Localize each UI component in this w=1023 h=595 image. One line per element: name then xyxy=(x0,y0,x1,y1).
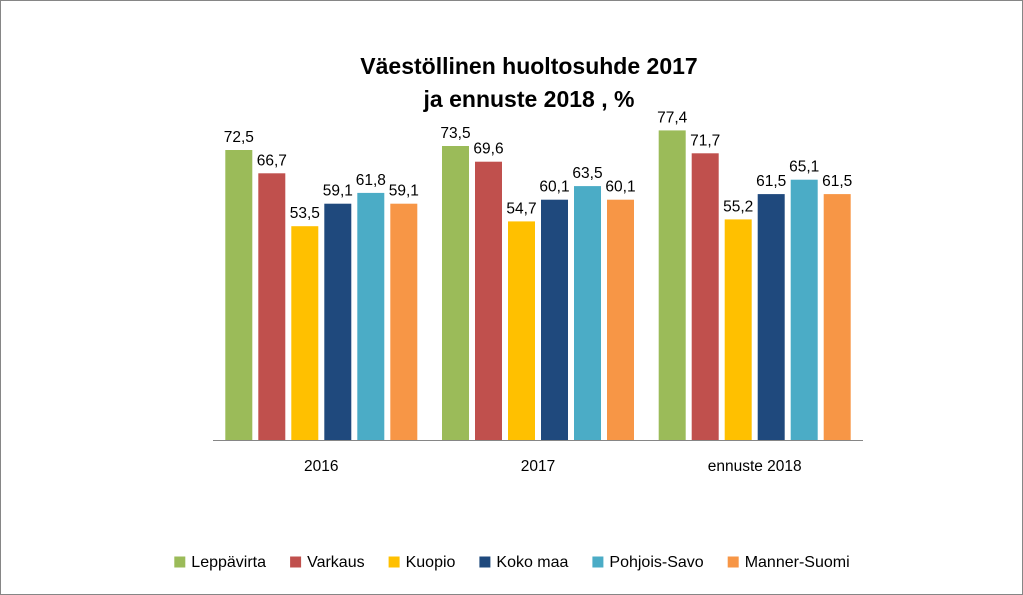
bar-5-1 xyxy=(357,192,385,441)
x-tick-label-1: 2016 xyxy=(304,458,338,475)
bar-3-3 xyxy=(724,219,752,441)
bar-3-2 xyxy=(508,221,535,441)
data-label-6-3: 61,5 xyxy=(822,173,852,190)
bar-6-3 xyxy=(823,194,851,441)
data-label-1-1: 72,5 xyxy=(224,129,254,146)
bar-4-2 xyxy=(541,199,568,441)
bar-1-1 xyxy=(225,150,253,441)
data-label-3-2: 54,7 xyxy=(506,200,536,217)
legend-label-4: Koko maa xyxy=(496,554,568,571)
legend-label-6: Manner-Suomi xyxy=(745,554,850,571)
bar-3-1 xyxy=(291,226,319,441)
bars-layer xyxy=(225,130,851,441)
legend-label-1: Leppävirta xyxy=(191,554,266,571)
legend-swatch-6 xyxy=(727,556,739,568)
data-label-3-3: 55,2 xyxy=(723,198,753,215)
data-label-1-2: 73,5 xyxy=(440,125,470,142)
bar-4-1 xyxy=(324,203,352,441)
chart-title-line-1: Väestöllinen huoltosuhde 2017 xyxy=(360,53,697,79)
data-label-2-2: 69,6 xyxy=(473,141,503,158)
data-label-3-1: 53,5 xyxy=(290,205,320,222)
bar-1-2 xyxy=(442,146,469,441)
data-labels-layer: 72,566,753,559,161,859,173,569,654,760,1… xyxy=(224,109,853,222)
legend-swatch-5 xyxy=(592,556,604,568)
bar-4-3 xyxy=(757,194,785,441)
data-label-5-1: 61,8 xyxy=(356,172,386,189)
bar-6-1 xyxy=(390,203,418,441)
bar-5-3 xyxy=(790,179,818,441)
data-label-5-3: 65,1 xyxy=(789,159,819,176)
data-label-4-1: 59,1 xyxy=(323,183,353,200)
bar-2-3 xyxy=(691,153,719,441)
bar-2-1 xyxy=(258,173,286,441)
legend-swatch-2 xyxy=(290,556,302,568)
legend-label-5: Pohjois-Savo xyxy=(609,554,703,571)
bar-1-3 xyxy=(658,130,686,441)
x-tick-label-2: 2017 xyxy=(521,458,555,475)
legend-swatch-1 xyxy=(174,556,186,568)
data-label-5-2: 63,5 xyxy=(572,165,602,182)
data-label-4-2: 60,1 xyxy=(539,179,569,196)
x-tick-labels: 2016 2017 ennuste 2018 xyxy=(304,458,802,475)
data-label-2-3: 71,7 xyxy=(690,132,720,149)
bar-6-2 xyxy=(607,199,634,441)
chart-title-line-2: ja ennuste 2018 , % xyxy=(423,86,635,112)
data-label-4-3: 61,5 xyxy=(756,173,786,190)
legend-label-2: Varkaus xyxy=(307,554,365,571)
legend-swatch-3 xyxy=(388,556,400,568)
legend: Leppävirta Varkaus Kuopio Koko maa Pohjois-S… xyxy=(174,554,850,571)
data-label-1-3: 77,4 xyxy=(657,109,688,126)
bar-2-2 xyxy=(475,161,502,441)
data-label-6-1: 59,1 xyxy=(389,183,419,200)
data-label-2-1: 66,7 xyxy=(257,152,287,169)
bar-5-2 xyxy=(574,186,601,441)
legend-label-3: Kuopio xyxy=(406,554,456,571)
legend-swatch-4 xyxy=(479,556,491,568)
data-label-6-2: 60,1 xyxy=(605,179,635,196)
x-tick-label-3: ennuste 2018 xyxy=(708,458,802,475)
